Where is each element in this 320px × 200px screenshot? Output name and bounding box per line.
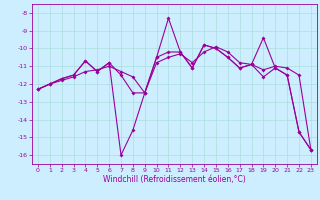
X-axis label: Windchill (Refroidissement éolien,°C): Windchill (Refroidissement éolien,°C) [103,175,246,184]
